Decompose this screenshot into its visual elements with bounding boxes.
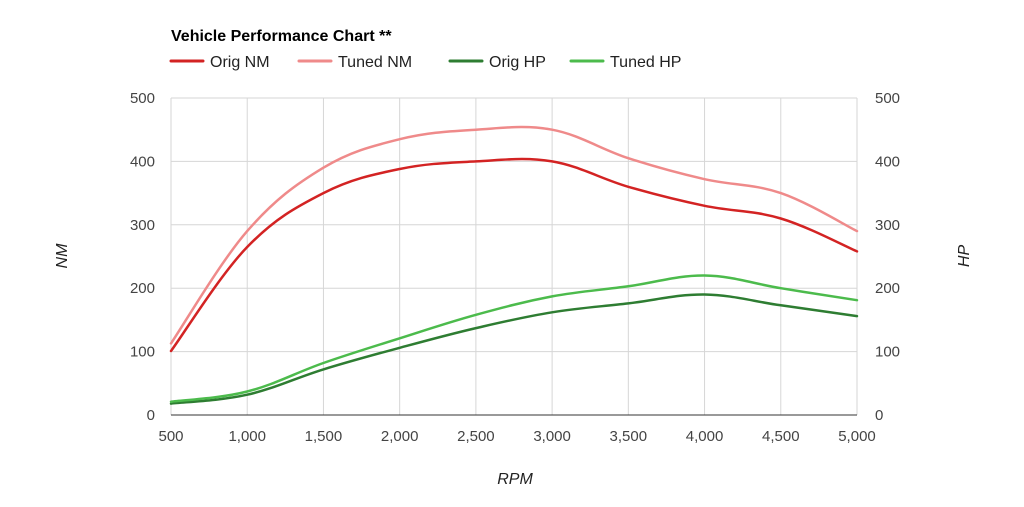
right-y-axis-ticks: 0 100 200 300 400 500 bbox=[875, 90, 900, 424]
chart-title: Vehicle Performance Chart ** bbox=[171, 28, 392, 45]
left-y-tick-label: 100 bbox=[130, 344, 155, 361]
series-lines bbox=[169, 125, 859, 405]
series-line-tuned-hp bbox=[169, 274, 859, 403]
x-tick-label: 2,000 bbox=[381, 428, 419, 445]
chart-legend: Orig NM Tuned NM Orig HP Tuned HP bbox=[169, 54, 681, 71]
x-tick-label: 1,500 bbox=[305, 428, 343, 445]
series-line-orig-nm bbox=[169, 157, 859, 353]
right-axis-label: HP bbox=[956, 245, 973, 268]
legend-label-tuned-nm: Tuned NM bbox=[338, 54, 412, 71]
left-y-tick-label: 400 bbox=[130, 153, 155, 170]
x-tick-label: 2,500 bbox=[457, 428, 495, 445]
left-y-tick-label: 200 bbox=[130, 280, 155, 297]
x-tick-label: 4,000 bbox=[686, 428, 724, 445]
left-y-tick-label: 500 bbox=[130, 90, 155, 107]
left-y-axis-ticks: 0 100 200 300 400 500 bbox=[130, 90, 155, 424]
right-y-tick-label: 100 bbox=[875, 344, 900, 361]
x-tick-label: 500 bbox=[158, 428, 183, 445]
right-y-tick-label: 500 bbox=[875, 90, 900, 107]
legend-label-orig-hp: Orig HP bbox=[489, 54, 546, 71]
left-axis-label: NM bbox=[54, 243, 71, 269]
right-y-tick-label: 200 bbox=[875, 280, 900, 297]
x-tick-label: 1,000 bbox=[228, 428, 266, 445]
right-y-tick-label: 300 bbox=[875, 217, 900, 234]
right-y-tick-label: 400 bbox=[875, 153, 900, 170]
legend-label-tuned-hp: Tuned HP bbox=[610, 54, 681, 71]
grid-lines bbox=[170, 97, 858, 416]
x-tick-label: 4,500 bbox=[762, 428, 800, 445]
x-axis-ticks: 500 1,000 1,500 2,000 2,500 3,000 3,500 4,000 4,… bbox=[158, 428, 875, 445]
legend-label-orig-nm: Orig NM bbox=[210, 54, 270, 71]
right-y-tick-label: 0 bbox=[875, 407, 883, 424]
series-line-orig-hp bbox=[169, 293, 859, 405]
left-y-tick-label: 0 bbox=[147, 407, 155, 424]
x-tick-label: 3,000 bbox=[533, 428, 571, 445]
x-axis-label: RPM bbox=[497, 471, 533, 488]
series-line-tuned-nm bbox=[169, 125, 859, 345]
x-tick-label: 5,000 bbox=[838, 428, 876, 445]
left-y-tick-label: 300 bbox=[130, 217, 155, 234]
x-tick-label: 3,500 bbox=[610, 428, 648, 445]
